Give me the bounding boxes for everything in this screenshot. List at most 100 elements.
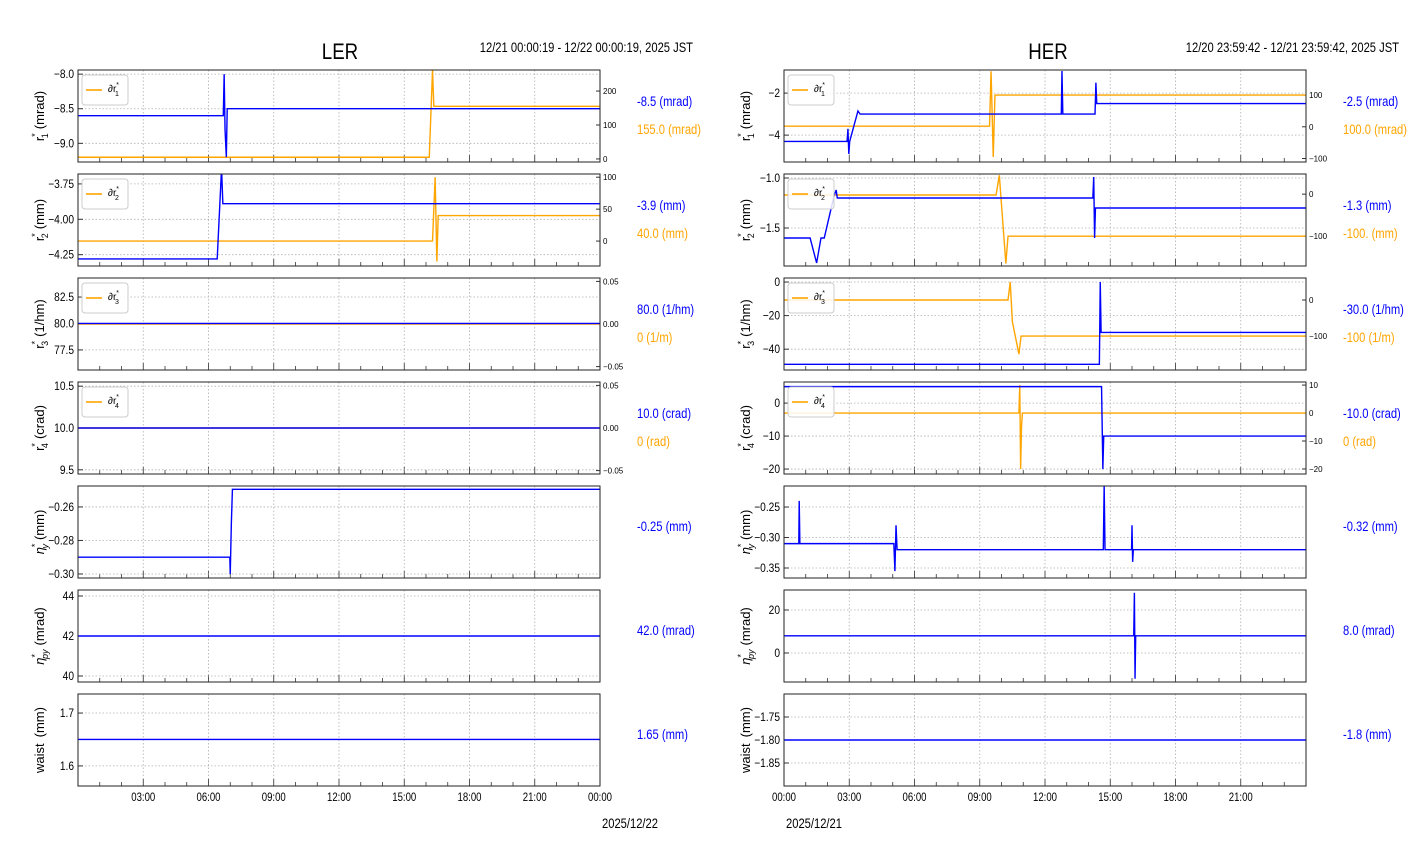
legend-sup: * xyxy=(116,290,119,297)
legend-sup: * xyxy=(116,394,119,401)
x-tick-label: 06:00 xyxy=(902,791,926,804)
y-tick-label: −0.28 xyxy=(48,535,74,548)
plot-frame xyxy=(783,173,1307,267)
readout-primary: 42.0 (mrad) xyxy=(637,623,695,638)
panel-3: 0−20−40r*3(1/hm) 0−100∂r* 3 -30.0 (1/hm)-10… xyxy=(736,276,1404,371)
legend: ∂r* 3 xyxy=(81,282,129,314)
y-tick-label: 82.5 xyxy=(54,291,74,304)
plot-frame xyxy=(77,69,601,163)
y-label-symbol: η xyxy=(738,547,753,554)
y-label-symbol: waist xyxy=(32,743,47,774)
y-label-symbol: r xyxy=(32,236,47,241)
y-label-symbol: η xyxy=(738,658,753,665)
readout-secondary: 40.0 (mm) xyxy=(637,226,688,241)
legend-sup: * xyxy=(116,186,119,193)
readout-primary: 1.65 (mm) xyxy=(637,727,688,742)
legend-box xyxy=(787,386,835,418)
legend-box xyxy=(81,74,129,106)
y-label-sup: * xyxy=(736,443,746,447)
primary-series-line xyxy=(784,486,1306,572)
legend-sub: 4 xyxy=(821,403,825,410)
legend-box xyxy=(81,282,129,314)
x-tick-label: 09:00 xyxy=(968,791,992,804)
y-tick-label: 20 xyxy=(769,604,780,617)
y-label-sub: 1 xyxy=(40,133,50,138)
y-axis-label: r*1 (mrad) xyxy=(30,91,50,141)
y2-tick-label: 0.05 xyxy=(603,277,619,286)
readout-secondary: -100. (mm) xyxy=(1343,226,1398,241)
y-axis-label: η*y (mm) xyxy=(30,510,50,555)
y-label-sub: py xyxy=(40,649,50,660)
legend: ∂r* 4 xyxy=(81,386,129,418)
secondary-series-line xyxy=(78,177,600,262)
date-label: 2025/12/22 xyxy=(602,816,658,831)
y-tick-label: −0.30 xyxy=(48,568,74,581)
y-axis-label: waist (mm) xyxy=(738,707,753,774)
y-label-sup: * xyxy=(30,340,40,344)
readout-primary: 10.0 (crad) xyxy=(637,406,691,421)
readout-secondary: 100.0 (mrad) xyxy=(1343,122,1407,137)
y-label-sub: 2 xyxy=(40,233,50,238)
y-label-sup: * xyxy=(30,443,40,447)
y-tick-label: 0 xyxy=(774,276,780,289)
y-label-symbol: r xyxy=(738,236,753,241)
secondary-series-line xyxy=(784,281,1306,355)
legend-label: ∂r* 4 xyxy=(814,394,825,410)
y-axis-label: η*py (mrad) xyxy=(30,607,50,665)
y-tick-label: −9.0 xyxy=(54,138,74,151)
legend-box xyxy=(787,178,835,210)
y-label-symbol: r xyxy=(738,446,753,451)
legend-symbol: ∂r xyxy=(108,84,117,95)
legend-sub: 1 xyxy=(115,91,119,98)
y2-tick-label: 100 xyxy=(603,121,617,130)
y-label-unit: (mrad) xyxy=(738,91,753,129)
primary-series-line xyxy=(78,174,600,260)
y2-tick-label: −100 xyxy=(1309,232,1328,241)
primary-series-line xyxy=(784,71,1306,155)
plot-frame xyxy=(77,277,601,371)
y-label-unit: (crad) xyxy=(32,405,47,439)
legend-sub: 3 xyxy=(115,299,119,306)
y-label-sup: * xyxy=(30,543,40,547)
panel-4: 10.510.09.5r*4(crad)0.050.00−0.05∂r* 4 10.… xyxy=(30,380,691,477)
date-label: 2025/12/21 xyxy=(786,816,842,831)
legend-sub: 2 xyxy=(821,195,825,202)
y-label-sup: * xyxy=(736,233,746,237)
legend-sup: * xyxy=(822,394,825,401)
y2-tick-label: 0.05 xyxy=(603,381,619,390)
legend-sup: * xyxy=(822,82,825,89)
y-axis-label: r*2 (mm) xyxy=(30,199,50,241)
legend-label: ∂r* 2 xyxy=(108,186,119,202)
y-label-unit: (mrad) xyxy=(32,91,47,129)
legend-label: ∂r* 4 xyxy=(108,394,119,410)
panel-5: −0.26 −0.28 −0.30 η*y (mm) -0.25 (mm) xyxy=(30,485,692,581)
legend-symbol: ∂r xyxy=(814,188,823,199)
y-label-unit: (mrad) xyxy=(738,607,753,645)
y-label-sup: * xyxy=(736,340,746,344)
legend-box xyxy=(81,386,129,418)
secondary-series-line xyxy=(784,385,1306,469)
y-tick-label: −1.85 xyxy=(754,757,780,770)
y-label-sub: y xyxy=(40,544,50,550)
x-tick-label: 18:00 xyxy=(457,791,481,804)
y-axis-label: r*3 (1/hm) xyxy=(736,299,756,348)
y-label-symbol: r xyxy=(32,446,47,451)
y-tick-label: 0 xyxy=(774,397,780,410)
plot-frame xyxy=(783,69,1307,163)
y-tick-label: 10.0 xyxy=(54,422,74,435)
y-tick-label: −8.0 xyxy=(54,68,74,81)
y-tick-label: 1.7 xyxy=(60,707,74,720)
legend-symbol: ∂r xyxy=(108,292,117,303)
legend-symbol: ∂r xyxy=(108,396,117,407)
secondary-series-line xyxy=(784,175,1306,264)
y2-tick-label: 0 xyxy=(1309,123,1314,132)
her-chart: HER 12/20 23:59:42 - 12/21 23:59:42, 2025… xyxy=(736,40,1407,831)
y-tick-label: −1.0 xyxy=(760,172,780,185)
legend: ∂r* 2 xyxy=(81,178,129,210)
y-tick-label: −8.5 xyxy=(54,103,74,116)
primary-series-line xyxy=(78,74,600,158)
y2-tick-label: 50 xyxy=(603,205,612,214)
